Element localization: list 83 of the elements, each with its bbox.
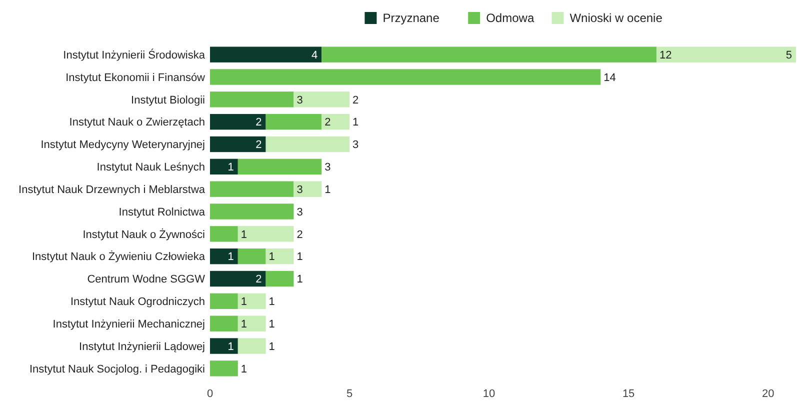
bar (238, 226, 294, 242)
bar (294, 181, 322, 197)
data-label: 1 (240, 318, 248, 330)
bar (210, 360, 238, 376)
bar (322, 114, 350, 130)
y-tick-label: Instytut Inżynierii Lądowej (79, 340, 205, 353)
data-label: 1 (352, 116, 359, 129)
data-label: 1 (296, 274, 303, 286)
bar (266, 248, 294, 264)
data-label: 2 (256, 116, 262, 129)
data-label: 1 (324, 184, 331, 196)
bar (210, 136, 266, 152)
bar (210, 158, 238, 175)
y-tick-label: Instytut Nauk Ogrodniczych (70, 296, 205, 308)
bar (210, 92, 294, 108)
y-tick-label: Instytut Nauk o Zwierzętach (69, 116, 205, 129)
y-tick-label: Instytut Nauk o Żywności (82, 228, 205, 241)
y-tick-label: Instytut Nauk Socjolog. i Pedagogiki (30, 363, 205, 376)
bar (266, 114, 322, 130)
bar (238, 158, 322, 175)
data-label: 1 (268, 318, 275, 330)
bar (322, 46, 656, 62)
bar (210, 181, 294, 197)
data-label: 2 (324, 116, 331, 129)
y-tick-label: Centrum Wodne SGGW (87, 274, 206, 286)
bar (294, 92, 350, 108)
data-label: 1 (240, 228, 248, 241)
data-label: 2 (352, 94, 359, 106)
y-tick-label: Instytut Inżynierii Mechanicznej (52, 318, 205, 330)
data-label: 1 (240, 296, 248, 308)
data-label: 1 (228, 162, 234, 174)
data-label: 14 (604, 72, 616, 84)
data-label: 4 (311, 49, 318, 62)
data-label: 3 (324, 162, 331, 174)
bar (210, 338, 238, 354)
bar (238, 248, 266, 264)
bar (266, 136, 350, 152)
y-tick-label: Instytut Rolnictwa (118, 206, 206, 218)
bar (210, 114, 266, 130)
bar (210, 204, 294, 220)
data-label: 1 (268, 251, 275, 264)
data-label: 12 (659, 49, 672, 62)
x-tick-label: 20 (762, 388, 774, 400)
legend-label: Wnioski w ocenie (570, 11, 663, 26)
bar (210, 316, 238, 332)
bar (266, 270, 294, 287)
data-label: 2 (256, 274, 262, 286)
data-label: 2 (296, 228, 303, 241)
bar (210, 293, 238, 310)
bar (210, 69, 601, 85)
data-label: 1 (228, 251, 234, 264)
data-label: 1 (296, 251, 303, 264)
x-tick-label: 10 (482, 388, 496, 400)
data-label: 3 (352, 139, 359, 152)
y-tick-label: Instytut Medycyny Weterynaryjnej (40, 139, 205, 152)
bar (656, 46, 796, 62)
data-label: 1 (268, 296, 275, 308)
data-label: 3 (296, 94, 303, 106)
y-tick-label: Instytut Nauk Leśnych (96, 162, 205, 174)
x-tick-label: 15 (622, 388, 635, 400)
y-tick-label: Instytut Biologii (131, 94, 205, 106)
data-label: 1 (228, 340, 234, 353)
bar (238, 316, 266, 332)
data-label: 3 (296, 184, 303, 196)
y-tick-label: Instytut Inżynierii Środowiska (63, 48, 206, 62)
y-tick-label: Instytut Nauk o Żywieniu Człowieka (32, 250, 206, 264)
data-label: 2 (256, 139, 262, 152)
y-tick-label: Instytut Ekonomii i Finansów (66, 72, 206, 84)
bar (210, 226, 238, 242)
x-tick-label: 0 (206, 388, 214, 400)
bar (210, 46, 322, 62)
data-label: 1 (268, 340, 275, 353)
bar (210, 270, 266, 287)
legend-label: Przyznane (382, 11, 440, 26)
data-label: 3 (296, 206, 303, 218)
data-label: 5 (786, 49, 792, 62)
x-tick-label: 5 (346, 388, 353, 400)
bar (210, 248, 238, 264)
legend-label: Odmowa (486, 11, 534, 26)
bar (238, 338, 266, 354)
y-tick-label: Instytut Nauk Drzewnych i Meblarstwa (18, 184, 206, 196)
data-label: 1 (240, 363, 248, 376)
bar (238, 293, 266, 310)
